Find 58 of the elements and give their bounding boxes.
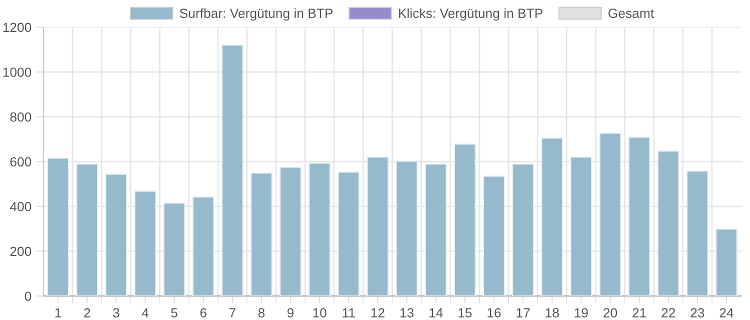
y-tick-label: 0 <box>24 292 32 301</box>
x-tick-label: 8 <box>258 308 265 318</box>
x-tick-label: 12 <box>371 308 384 318</box>
bar <box>454 144 476 296</box>
bar <box>599 132 622 296</box>
legend-label: Klicks: Vergütung in BTP <box>399 8 542 21</box>
bar <box>338 172 360 296</box>
x-tick-label: 20 <box>604 308 618 318</box>
bar <box>221 44 244 296</box>
bar <box>686 170 708 296</box>
x-tick-label: 18 <box>546 308 559 318</box>
legend-label: Surfbar: Vergütung in BTP <box>180 8 333 21</box>
y-tick-label: 600 <box>10 157 32 167</box>
bar <box>192 196 214 296</box>
bar <box>163 202 186 296</box>
bar <box>628 136 650 296</box>
bar <box>105 174 128 296</box>
bar <box>396 160 418 296</box>
x-tick-label: 19 <box>574 308 588 318</box>
x-tick-label: 22 <box>662 308 676 318</box>
bar <box>570 156 592 296</box>
x-tick-label: 4 <box>142 308 148 318</box>
bar <box>512 164 534 296</box>
y-tick-label: 400 <box>10 202 32 212</box>
y-tick-label: 1000 <box>3 68 32 77</box>
bar <box>280 166 302 296</box>
x-tick-label: 15 <box>458 308 472 318</box>
x-tick-label: 3 <box>112 308 120 318</box>
bar <box>47 158 70 296</box>
legend-label: Gesamt <box>608 8 654 18</box>
bar <box>482 176 505 296</box>
bar <box>657 150 680 296</box>
x-tick-label: 2 <box>84 308 90 318</box>
bar <box>424 164 447 296</box>
x-tick-label: 23 <box>690 308 704 318</box>
x-tick-label: 6 <box>200 308 206 318</box>
x-tick-label: 17 <box>516 308 530 318</box>
bar <box>76 164 98 296</box>
bar <box>541 138 564 296</box>
bar <box>134 190 156 296</box>
y-tick-label: 1200 <box>3 22 32 32</box>
bar <box>250 172 272 296</box>
x-tick-label: 14 <box>430 308 443 318</box>
y-tick-label: 200 <box>10 246 32 256</box>
y-tick-label: 800 <box>10 112 32 122</box>
x-tick-label: 7 <box>229 308 236 318</box>
x-tick-label: 11 <box>342 308 355 318</box>
bar <box>715 228 738 296</box>
bar <box>366 156 389 296</box>
x-tick-label: 24 <box>720 308 734 318</box>
x-tick-label: 16 <box>488 308 501 318</box>
x-tick-label: 9 <box>287 308 294 318</box>
bar <box>308 162 331 296</box>
x-tick-label: 1 <box>55 308 62 318</box>
x-tick-label: 5 <box>171 308 178 318</box>
x-tick-label: 21 <box>632 308 646 318</box>
x-tick-label: 10 <box>313 308 326 318</box>
x-tick-label: 13 <box>400 308 414 318</box>
